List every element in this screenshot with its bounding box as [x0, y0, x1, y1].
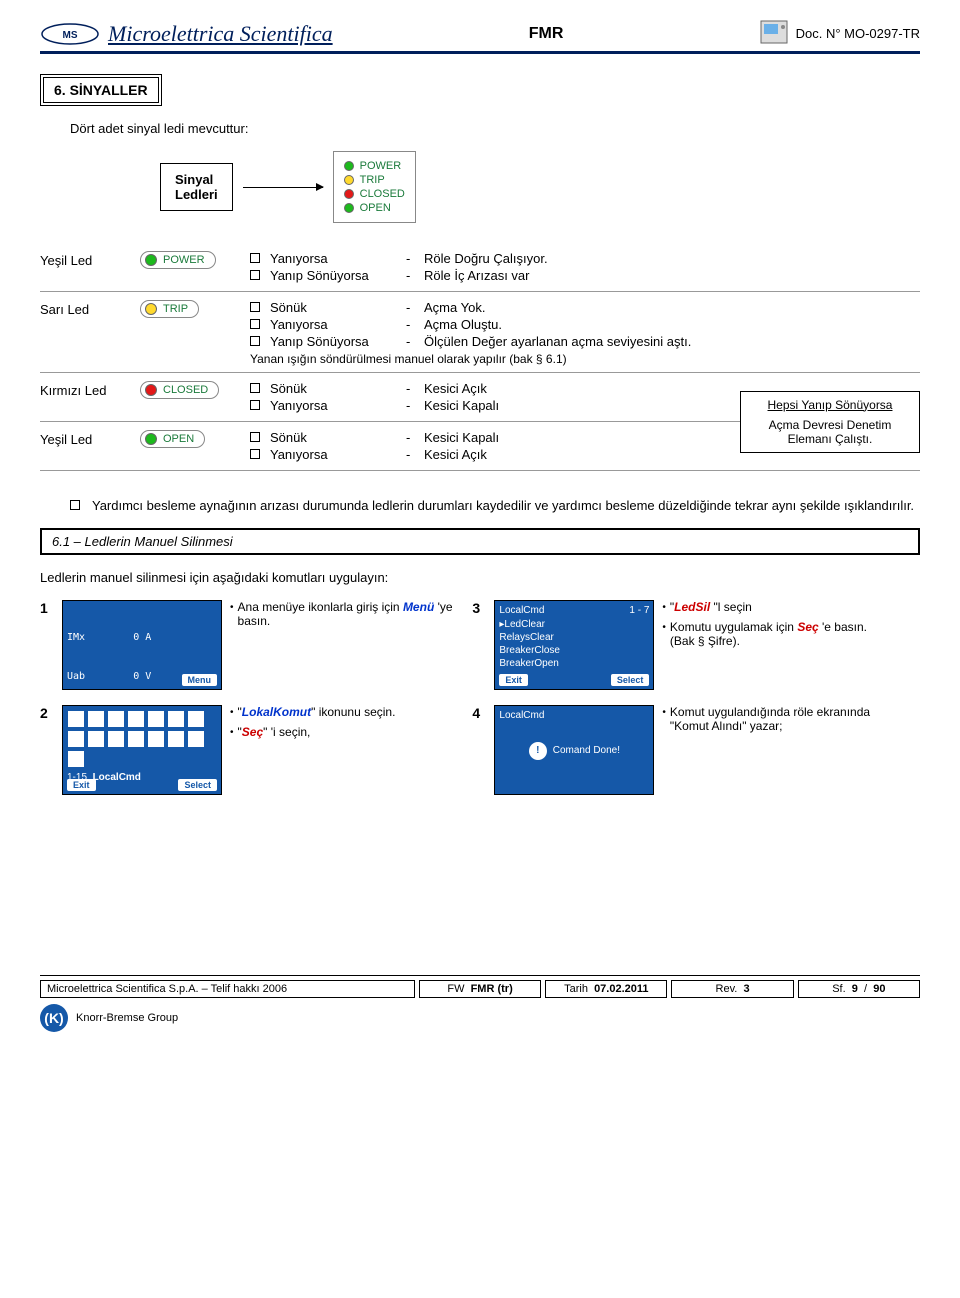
section-intro: Dört adet sinyal ledi mevcuttur:	[70, 121, 920, 136]
led-dot-icon	[145, 303, 157, 315]
led-dot-icon	[145, 433, 157, 445]
menu-icon[interactable]	[168, 731, 184, 747]
led-table-row: Yeşil Led POWER Yanıyorsa-Röle Doğru Çal…	[40, 243, 920, 291]
menu-icon[interactable]	[168, 711, 184, 727]
led-pill-trip: TRIP	[140, 300, 199, 318]
step-4: 4 LocalCmd ! Comand Done! •Komut uygulan…	[472, 705, 894, 795]
arrow-icon	[243, 187, 323, 188]
sub-section-title: 6.1 – Ledlerin Manuel Silinmesi	[40, 528, 920, 555]
menu-icon[interactable]	[128, 711, 144, 727]
device-icon	[760, 20, 788, 47]
step-number: 3	[472, 600, 486, 616]
led-table-row: Sarı Led TRIP Sönük-Açma Yok. Yanıyorsa-…	[40, 291, 920, 372]
menu-icon[interactable]	[68, 731, 84, 747]
menu-icon[interactable]	[108, 711, 124, 727]
menu-icon[interactable]	[88, 711, 104, 727]
checkbox-icon	[250, 432, 260, 442]
checkbox-icon	[250, 400, 260, 410]
menu-icon[interactable]	[148, 711, 164, 727]
section-title: 6. SİNYALLER	[40, 74, 162, 106]
signal-diagram: Sinyal Ledleri POWER TRIP CLOSED OPEN	[160, 151, 920, 223]
device-screen-3: LocalCmd1 - 7 ▸LedClear RelaysClear Brea…	[494, 600, 654, 690]
led-label: CLOSED	[360, 188, 405, 200]
select-button[interactable]: Select	[611, 674, 650, 686]
checkbox-icon	[70, 500, 80, 510]
ms-logo-icon: MS	[40, 22, 100, 46]
header-right: Doc. N° MO-0297-TR	[760, 20, 920, 47]
step-number: 2	[40, 705, 54, 721]
menu-icon[interactable]	[128, 731, 144, 747]
doc-number: Doc. N° MO-0297-TR	[796, 26, 920, 41]
led-dot-trip	[344, 175, 354, 185]
led-name: Yeşil Led	[40, 249, 140, 285]
side-note-title: Hepsi Yanıp Sönüyorsa	[749, 398, 911, 412]
menu-button[interactable]: Menu	[182, 674, 218, 686]
icon-grid	[67, 710, 217, 768]
checkbox-icon	[250, 336, 260, 346]
checkbox-icon	[250, 383, 260, 393]
checkbox-icon	[250, 302, 260, 312]
footer-page: Sf. 9 / 90	[798, 980, 920, 998]
checkbox-icon	[250, 449, 260, 459]
step-3: 3 LocalCmd1 - 7 ▸LedClear RelaysClear Br…	[472, 600, 894, 690]
page-header: MS Microelettrica Scientifica FMR Doc. N…	[40, 20, 920, 54]
steps-container: 1 IMx 0 A Uab 0 V W 0 k Var 0 k VA 0 k x…	[40, 600, 920, 795]
led-pill-closed: CLOSED	[140, 381, 219, 399]
menu-icon[interactable]	[188, 731, 204, 747]
select-button[interactable]: Select	[178, 779, 217, 791]
step-2: 2 1-15 LocalCmd ExitSelect •"LokalKomut"…	[40, 705, 462, 795]
side-note-box: Hepsi Yanıp Sönüyorsa Açma Devresi Denet…	[740, 391, 920, 453]
led-pill-power: POWER	[140, 251, 216, 269]
footer-company: Microelettrica Scientifica S.p.A. – Teli…	[40, 980, 415, 998]
step-1: 1 IMx 0 A Uab 0 V W 0 k Var 0 k VA 0 k x…	[40, 600, 462, 690]
page-footer: Microelettrica Scientifica S.p.A. – Teli…	[40, 975, 920, 1032]
led-label: TRIP	[360, 174, 385, 186]
alert-icon: !	[529, 742, 547, 760]
led-dot-icon	[145, 254, 157, 266]
header-left: MS Microelettrica Scientifica	[40, 21, 333, 47]
led-extra-note: Yanan ışığın söndürülmesi manuel olarak …	[250, 352, 920, 366]
footer-date: Tarih 07.02.2011	[545, 980, 667, 998]
svg-text:MS: MS	[63, 30, 78, 41]
footer-fw-label: FW FMR (tr)	[419, 980, 541, 998]
led-name: Sarı Led	[40, 298, 140, 366]
kb-logo-icon: (K)	[40, 1004, 68, 1032]
led-label: OPEN	[360, 202, 391, 214]
led-name: Kırmızı Led	[40, 379, 140, 415]
checkbox-icon	[250, 253, 260, 263]
menu-icon[interactable]	[68, 751, 84, 767]
menu-icon[interactable]	[88, 731, 104, 747]
device-screen-1: IMx 0 A Uab 0 V W 0 k Var 0 k VA 0 k xMe…	[62, 600, 222, 690]
menu-icon[interactable]	[188, 711, 204, 727]
led-dot-icon	[145, 384, 157, 396]
exit-button[interactable]: Exit	[499, 674, 528, 686]
device-screen-4: LocalCmd ! Comand Done!	[494, 705, 654, 795]
menu-icon[interactable]	[108, 731, 124, 747]
led-label: POWER	[360, 160, 402, 172]
signal-box-label: Sinyal Ledleri	[160, 163, 233, 211]
led-table: Yeşil Led POWER Yanıyorsa-Röle Doğru Çal…	[40, 243, 920, 483]
side-note-body: Açma Devresi Denetim Elemanı Çalıştı.	[749, 418, 911, 446]
led-table-row-group: Kırmızı Led CLOSED Sönük-Kesici Açık Yan…	[40, 372, 920, 470]
menu-icon[interactable]	[68, 711, 84, 727]
checkbox-icon	[250, 270, 260, 280]
menu-icon[interactable]	[148, 731, 164, 747]
led-dot-open	[344, 203, 354, 213]
led-panel: POWER TRIP CLOSED OPEN	[333, 151, 416, 223]
step-number: 4	[472, 705, 486, 721]
header-title: FMR	[529, 25, 564, 43]
main-note: Yardımcı besleme aynağının arızası durum…	[70, 498, 920, 513]
led-dot-closed	[344, 189, 354, 199]
device-screen-2: 1-15 LocalCmd ExitSelect	[62, 705, 222, 795]
led-name: Yeşil Led	[40, 428, 140, 464]
manual-intro: Ledlerin manuel silinmesi için aşağıdaki…	[40, 570, 920, 585]
checkbox-icon	[250, 319, 260, 329]
footer-kb: Knorr-Bremse Group	[76, 1012, 178, 1024]
step-number: 1	[40, 600, 54, 616]
led-pill-open: OPEN	[140, 430, 205, 448]
exit-button[interactable]: Exit	[67, 779, 96, 791]
brand-name: Microelettrica Scientifica	[108, 21, 333, 47]
led-dot-power	[344, 161, 354, 171]
footer-rev: Rev. 3	[671, 980, 793, 998]
